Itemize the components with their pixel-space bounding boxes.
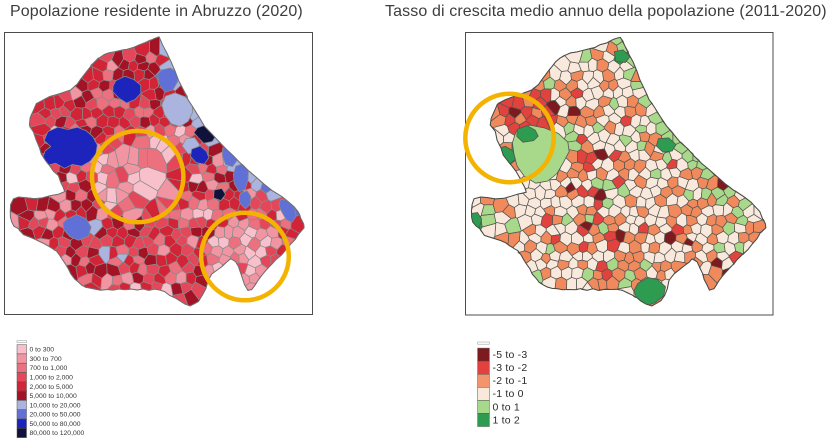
svg-text:300 to 700: 300 to 700 — [30, 356, 62, 363]
svg-text:700 to 1,000: 700 to 1,000 — [30, 365, 68, 372]
svg-text:10,000 to 20,000: 10,000 to 20,000 — [30, 402, 81, 409]
svg-text:0 to 300: 0 to 300 — [30, 347, 55, 354]
svg-text:20,000 to 50,000: 20,000 to 50,000 — [30, 412, 81, 419]
svg-text:-1 to 0: -1 to 0 — [493, 388, 524, 400]
svg-text:-2 to -1: -2 to -1 — [493, 375, 528, 387]
svg-text:50,000 to 80,000: 50,000 to 80,000 — [30, 421, 81, 428]
svg-text:5,000 to 10,000: 5,000 to 10,000 — [30, 393, 77, 400]
svg-text:-3 to -2: -3 to -2 — [493, 362, 528, 374]
svg-text:-5 to -3: -5 to -3 — [493, 349, 528, 361]
svg-text:2,000 to 5,000: 2,000 to 5,000 — [30, 384, 74, 391]
svg-text:0 to 1: 0 to 1 — [493, 401, 520, 413]
svg-text:80,000 to 120,000: 80,000 to 120,000 — [30, 430, 85, 437]
svg-text:1 to 2: 1 to 2 — [493, 414, 520, 426]
svg-text:1,000 to 2,000: 1,000 to 2,000 — [30, 374, 74, 381]
